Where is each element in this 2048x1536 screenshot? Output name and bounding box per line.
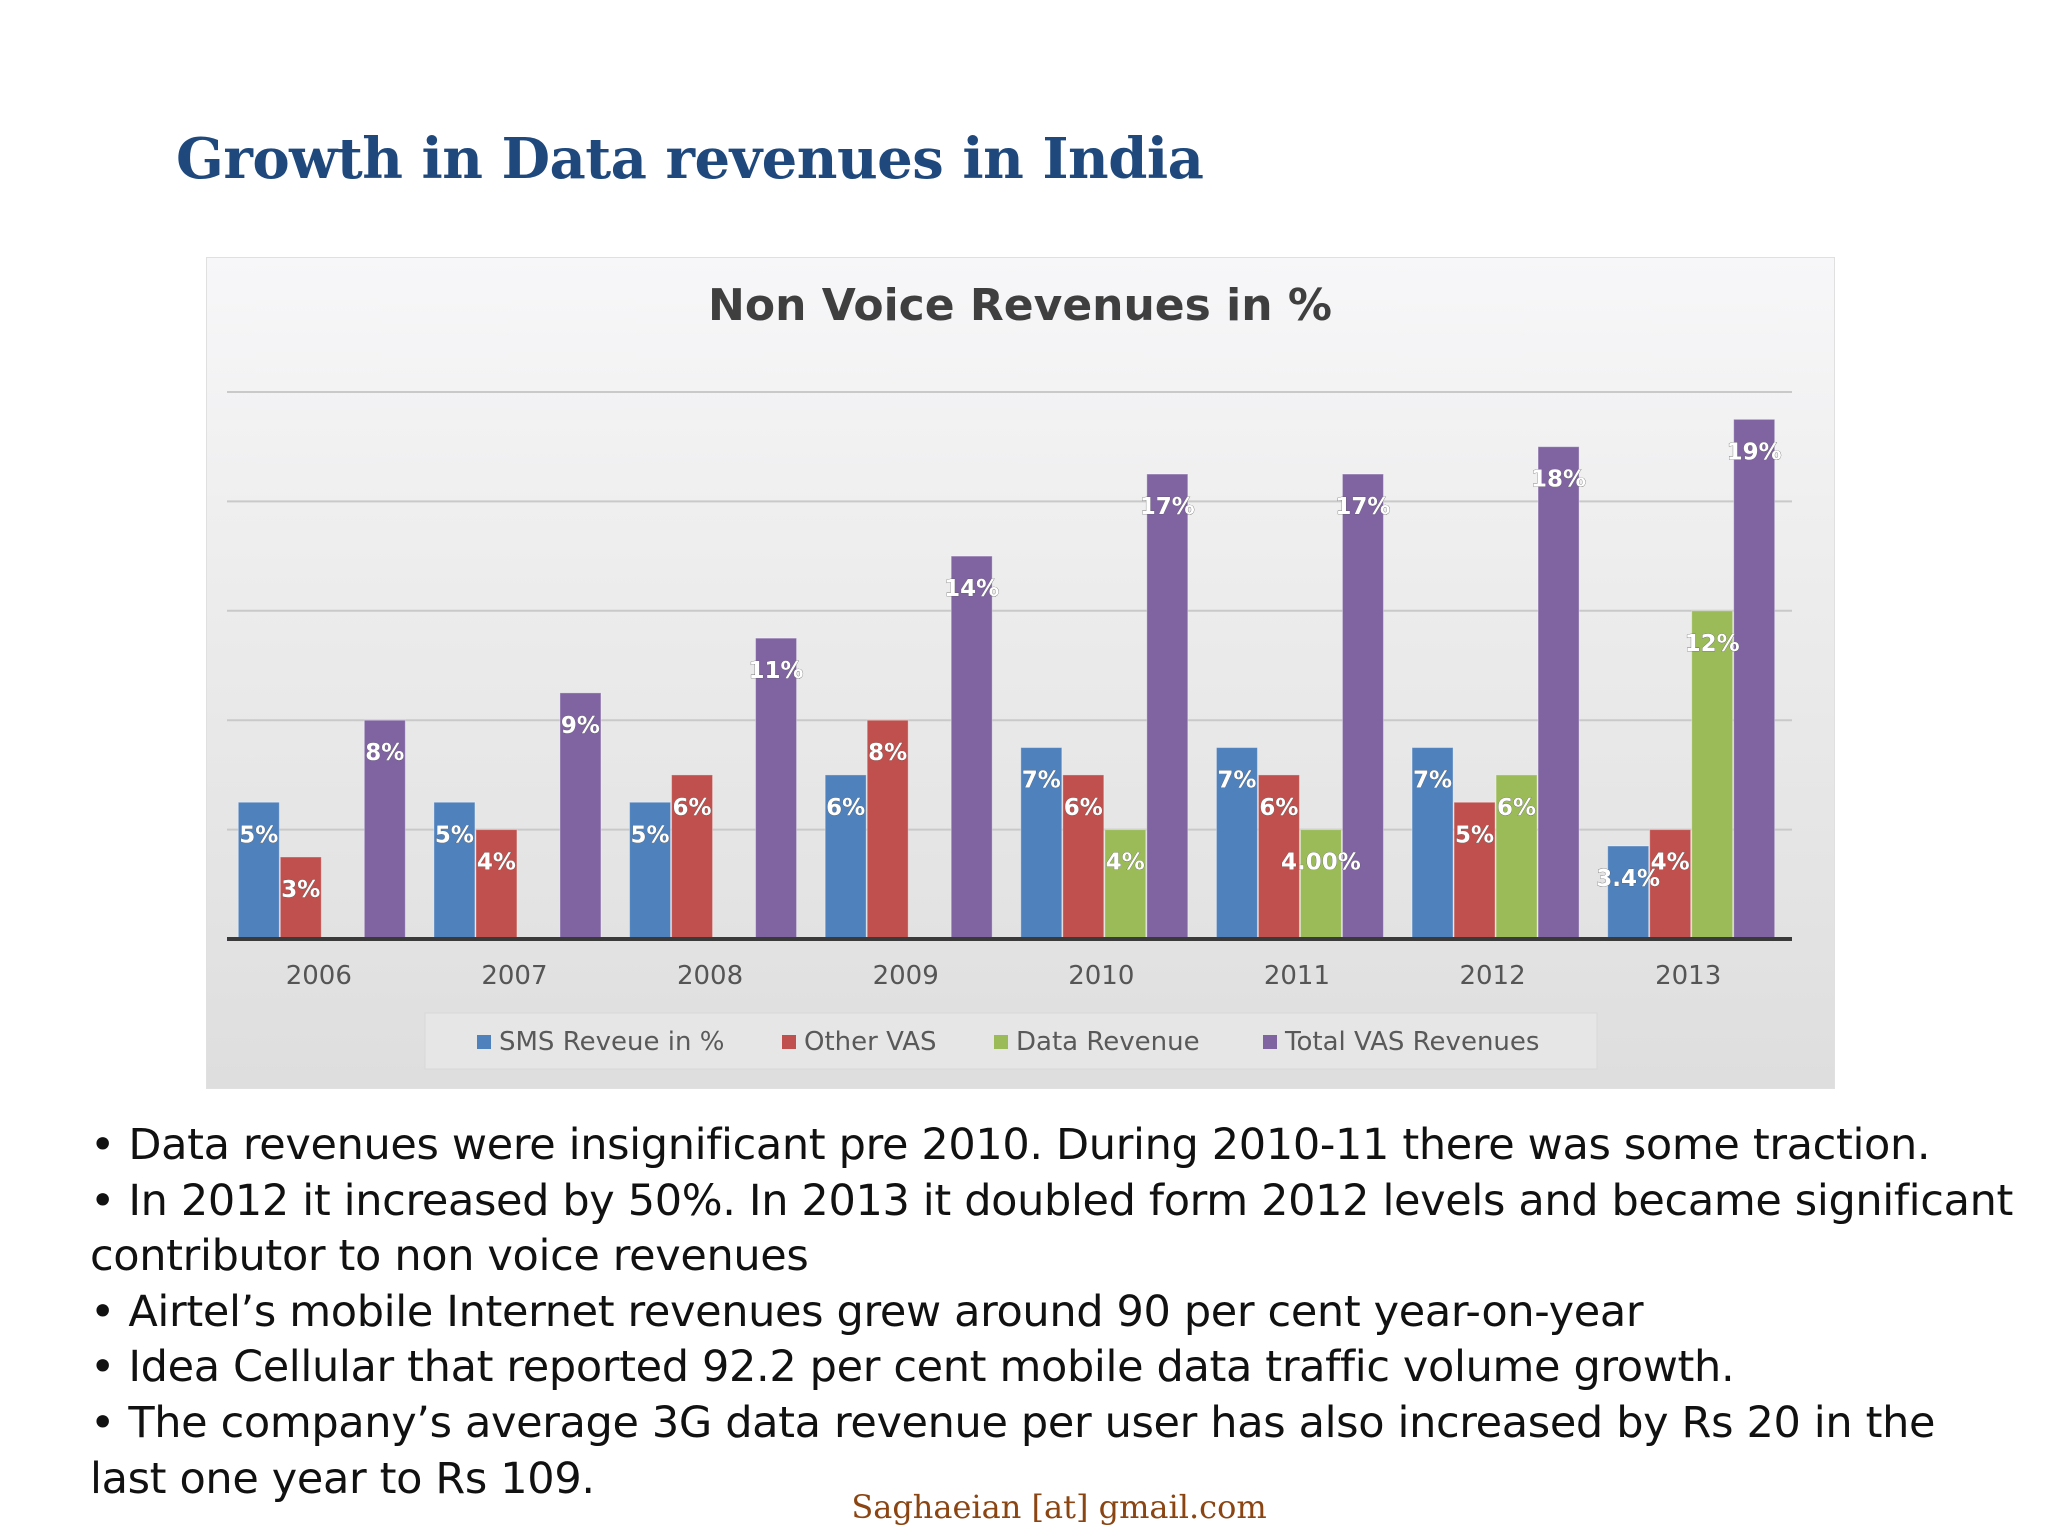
chart-legend: SMS Reveue in % Other VAS Data Revenue Tota… [477,1027,1539,1057]
bar [1649,829,1692,940]
bar [475,829,518,940]
data-label: 4% [1106,850,1145,876]
bar [1215,747,1258,940]
x-tick-label: 2011 [1264,961,1330,991]
legend-label: SMS Reveue in % [499,1027,724,1057]
slide-title: Growth in Data revenues in India [176,126,1204,192]
x-tick-label: 2009 [873,961,939,991]
bar [1299,829,1342,940]
bar [950,555,993,940]
x-tick-label: 2013 [1655,961,1721,991]
bullet-item: • Airtel’s mobile Internet revenues grew… [90,1286,1644,1337]
data-label: 19% [1727,439,1782,465]
chart-image: 5% 3% 8% 5% 4% 9% 5% 6% 11% 6% 8% 14% 7% 6% 4% 17% 7% 6% 4… [207,258,1834,1088]
bar [1062,774,1105,940]
legend-swatch [477,1035,491,1049]
bullet-item: • Data revenues were insignificant pre 2… [90,1120,1931,1170]
data-label: 12% [1685,631,1740,657]
bar [1146,473,1189,940]
x-tick-label: 2006 [286,961,352,991]
bar [824,774,867,940]
legend-label: Total VAS Revenues [1284,1027,1539,1057]
x-tick-label: 2012 [1459,961,1525,991]
legend-swatch [994,1035,1008,1049]
bar [1020,747,1063,940]
bar [1453,801,1496,940]
data-label: 17% [1335,494,1390,520]
data-label: 17% [1140,494,1195,520]
chart-title: Non Voice Revenues in % [708,280,1332,331]
bar [1495,774,1538,940]
bar [671,774,714,940]
data-label: 6% [1259,795,1298,821]
data-label: 7% [1022,768,1061,794]
data-label: 5% [631,822,670,848]
legend-label: Data Revenue [1016,1027,1200,1057]
bar [1257,774,1300,940]
data-label: 3.4% [1596,866,1660,892]
bar [1691,610,1734,940]
data-label: 5% [239,822,278,848]
x-tick-label: 2007 [481,961,547,991]
data-label: 18% [1531,467,1586,493]
bar [1607,845,1650,940]
data-label: 7% [1413,768,1452,794]
legend-swatch [782,1035,796,1049]
legend-label: Other VAS [804,1027,937,1057]
bar [629,801,672,940]
bullet-list: • Data revenues were insignificant pre 2… [90,1118,2020,1507]
bar [433,801,476,940]
legend-swatch [1263,1035,1277,1049]
bar [363,719,406,940]
data-label: 5% [1455,822,1494,848]
legend-box [424,1012,1598,1070]
data-label: 4% [477,850,516,876]
footer-email: Saghaeian [at] gmail.com [851,1488,1267,1526]
data-label: 8% [365,740,404,766]
data-label: 5% [435,822,474,848]
data-label: 7% [1217,768,1256,794]
bar [1537,446,1580,940]
bar [1104,829,1147,940]
data-label: 6% [673,795,712,821]
data-label: 8% [868,740,907,766]
data-label: 6% [826,795,865,821]
data-label: 3% [281,877,320,903]
data-label: 4% [1651,850,1690,876]
bar [237,801,280,940]
bullet-item: • Idea Cellular that reported 92.2 per c… [90,1342,1735,1393]
bullet-item: • In 2012 it increased by 50%. In 2013 i… [90,1175,2013,1282]
bullet-item: • The company’s average 3G data revenue … [90,1397,1936,1504]
bar [1411,747,1454,940]
bar [1341,473,1384,940]
bar [559,692,602,940]
data-label: 11% [749,658,804,684]
bar-chart: 5%3%8%5%4%9%5%6%11%6%8%14%7%6%4%17%7%6%4… [227,280,1792,1070]
bar [866,719,909,940]
data-label: 14% [944,576,999,602]
data-label: 9% [561,713,600,739]
bar [1733,418,1776,940]
x-tick-label: 2010 [1068,961,1134,991]
data-label: 6% [1064,795,1103,821]
data-label: 6% [1497,795,1536,821]
data-label: 4.00% [1281,850,1361,876]
bar [755,637,798,940]
x-tick-label: 2008 [677,961,743,991]
